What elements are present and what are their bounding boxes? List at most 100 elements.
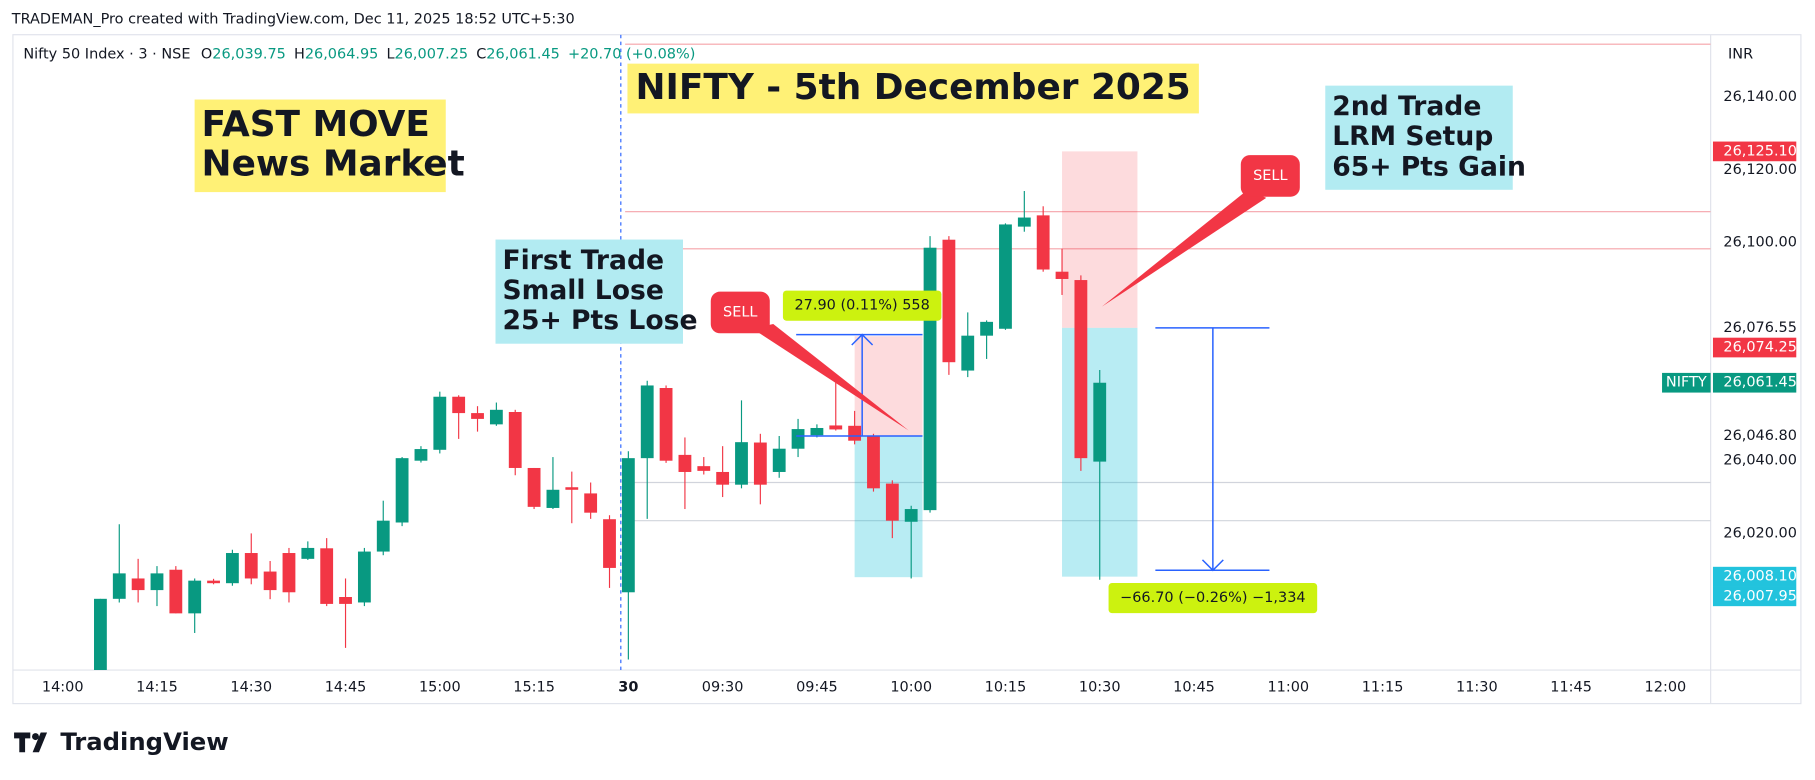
price-tag: 26,061.45 NIFTY: [1662, 372, 1797, 393]
candle-body: [263, 571, 277, 591]
title-bg: [627, 63, 1199, 114]
plot: [94, 34, 1711, 671]
candle-body: [244, 553, 258, 579]
candle-body: [753, 442, 767, 485]
candle-body: [791, 429, 805, 449]
note-line: News Market: [202, 143, 465, 184]
candle-body: [640, 385, 654, 459]
change: +20.70 (+0.08%): [568, 46, 695, 62]
candle-body: [471, 413, 484, 419]
candle-body: [489, 409, 503, 425]
measure-label: −66.70 (−0.26%) −1,334: [1120, 590, 1305, 606]
candle-body: [697, 466, 711, 471]
measure-arrow: [1201, 559, 1224, 572]
candle-body: [1074, 280, 1088, 459]
candle-body: [207, 580, 220, 584]
price-tag: 26,008.10: [1712, 566, 1797, 587]
legend-key: L: [386, 46, 394, 62]
measure-arrow: [851, 333, 874, 346]
symbol-tag: NIFTY: [1666, 375, 1707, 391]
x-tick-label: 14:45: [325, 679, 367, 695]
y-tick-label: 26,040.00: [1723, 453, 1797, 469]
candle-body: [301, 547, 315, 559]
callout-pointer: [752, 324, 909, 431]
candle-body: [659, 388, 673, 461]
candle-body: [339, 597, 352, 604]
y-tick-label: 26,100.00: [1723, 235, 1797, 251]
price-tag: 26,125.10: [1712, 141, 1797, 162]
legend: Nifty 50 Index · 3 · NSE O26,039.75 H26,06…: [23, 46, 695, 62]
x-tick-label: 10:15: [985, 679, 1027, 695]
candle-body: [980, 321, 994, 336]
price-tag-bg: [1712, 586, 1797, 607]
candle-body: [1017, 217, 1031, 227]
x-tick-label: 14:00: [42, 679, 84, 695]
price-tag-label: 26,007.95: [1723, 588, 1797, 604]
currency: INR: [1728, 46, 1753, 62]
price-tag-bg: [1712, 141, 1797, 162]
candle-body: [961, 335, 975, 371]
candle-body: [1055, 271, 1069, 279]
x-tick-label: 09:30: [702, 679, 744, 695]
candle-body: [94, 598, 107, 671]
candle-body: [716, 471, 730, 485]
callout-text: SELL: [723, 304, 757, 320]
x-tick-label: 10:30: [1079, 679, 1121, 695]
legend-value: 26,061.45: [486, 46, 560, 62]
symbol-tag-bg: [1662, 372, 1711, 393]
legend-key: C: [476, 46, 486, 62]
note-bg: [495, 239, 683, 344]
brand: TradingView: [60, 727, 228, 756]
candle-body: [1093, 382, 1107, 462]
callout: SELL: [1101, 155, 1300, 307]
callout-pointer: [1101, 189, 1267, 307]
credit: TRADEMAN_Pro created with TradingView.co…: [11, 12, 575, 28]
candle-body: [376, 520, 390, 552]
stop-zone: [1062, 151, 1138, 328]
candle-body: [150, 573, 164, 591]
candle-body: [546, 489, 560, 508]
candle-body: [1036, 215, 1050, 270]
x-tick-label: 11:00: [1267, 679, 1309, 695]
x-tick-label: 10:00: [890, 679, 932, 695]
candle-body: [527, 467, 541, 507]
price-tag: 26,074.25: [1712, 337, 1797, 358]
symbol: Nifty 50 Index · 3 · NSE: [23, 46, 190, 62]
price-tag-label: 26,076.55: [1723, 320, 1797, 336]
price-tag-label: 26,061.45: [1723, 375, 1797, 391]
price-tag-bg: [1712, 566, 1797, 587]
candle-body: [923, 247, 937, 511]
candle-body: [678, 454, 692, 472]
candle-body: [225, 553, 239, 584]
legend-value: 26,064.95: [305, 46, 379, 62]
candle-body: [508, 411, 522, 468]
candle-body: [810, 427, 824, 436]
candle-body: [584, 493, 598, 513]
callout-bg: [710, 291, 770, 334]
brand-logo: [14, 732, 48, 753]
measure-label-bg: [1108, 583, 1318, 614]
candle-body: [282, 553, 296, 593]
price-tag-label: 26,008.10: [1723, 569, 1797, 585]
note-line: FAST MOVE: [202, 104, 430, 145]
note-bg: [1325, 85, 1513, 190]
candle-body: [395, 458, 409, 523]
candle-body: [188, 580, 202, 614]
y-tick-label: 26,120.00: [1723, 162, 1797, 178]
candle-body: [357, 551, 371, 603]
candle-body: [320, 548, 334, 604]
candle-body: [169, 569, 183, 614]
measure: 27.90 (0.11%) 558: [782, 290, 942, 437]
legend-value: 26,039.75: [212, 46, 286, 62]
note-line: Small Lose: [502, 275, 663, 306]
price-tag: 26,076.55: [1723, 320, 1797, 336]
chart-title: NIFTY - 5th December 2025: [636, 67, 1191, 108]
candle-body: [433, 396, 447, 450]
note-line: 65+ Pts Gain: [1332, 151, 1526, 182]
candle-body: [772, 448, 786, 472]
callout-bg: [1240, 155, 1300, 197]
x-tick-label: 11:45: [1550, 679, 1592, 695]
